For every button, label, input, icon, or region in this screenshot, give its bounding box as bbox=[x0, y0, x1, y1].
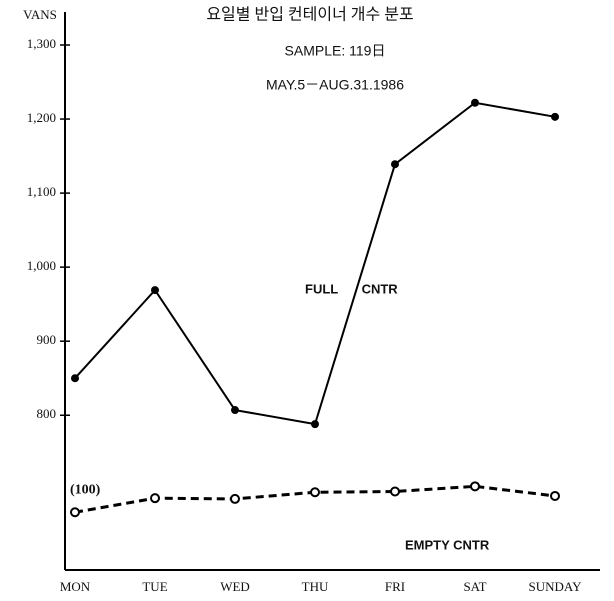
y-tick-label: 1,300 bbox=[27, 36, 56, 51]
data-point bbox=[551, 112, 559, 121]
x-tick-label: TUE bbox=[142, 579, 167, 594]
data-point bbox=[151, 286, 159, 295]
x-tick-label: FRI bbox=[385, 579, 405, 594]
data-point bbox=[471, 98, 479, 107]
data-point bbox=[231, 406, 239, 415]
annotation: (100) bbox=[70, 482, 101, 497]
series-label: EMPTY CNTR bbox=[405, 537, 490, 552]
y-tick-label: 1,000 bbox=[27, 258, 56, 273]
y-tick-label: 1,200 bbox=[27, 110, 56, 125]
data-point bbox=[70, 507, 80, 518]
x-tick-label: SAT bbox=[463, 579, 486, 594]
x-tick-label: WED bbox=[220, 579, 250, 594]
data-point bbox=[390, 486, 400, 497]
series-line bbox=[74, 101, 556, 426]
data-point bbox=[310, 487, 320, 498]
series-label: FULL CNTR bbox=[305, 281, 398, 296]
data-point bbox=[391, 160, 399, 169]
y-tick-label: 900 bbox=[37, 332, 57, 347]
data-point bbox=[550, 490, 560, 501]
x-tick-label: MON bbox=[60, 579, 91, 594]
chart-title: 요일별 반입 컨테이너 개수 분포 bbox=[206, 6, 413, 24]
data-point bbox=[230, 493, 240, 504]
data-point bbox=[71, 374, 79, 383]
x-tick-label: THU bbox=[302, 579, 329, 594]
data-point bbox=[150, 493, 160, 504]
y-tick-label: 800 bbox=[37, 406, 57, 421]
chart-subtitle: SAMPLE: 119日 bbox=[285, 43, 386, 59]
chart-period: MAY.5－AUG.31.1986 bbox=[266, 77, 404, 93]
data-point bbox=[470, 481, 480, 492]
y-axis-label: VANS bbox=[23, 7, 57, 22]
y-tick-label: 1,100 bbox=[27, 184, 56, 199]
data-point bbox=[311, 420, 319, 429]
x-tick-label: SUNDAY bbox=[529, 579, 583, 594]
